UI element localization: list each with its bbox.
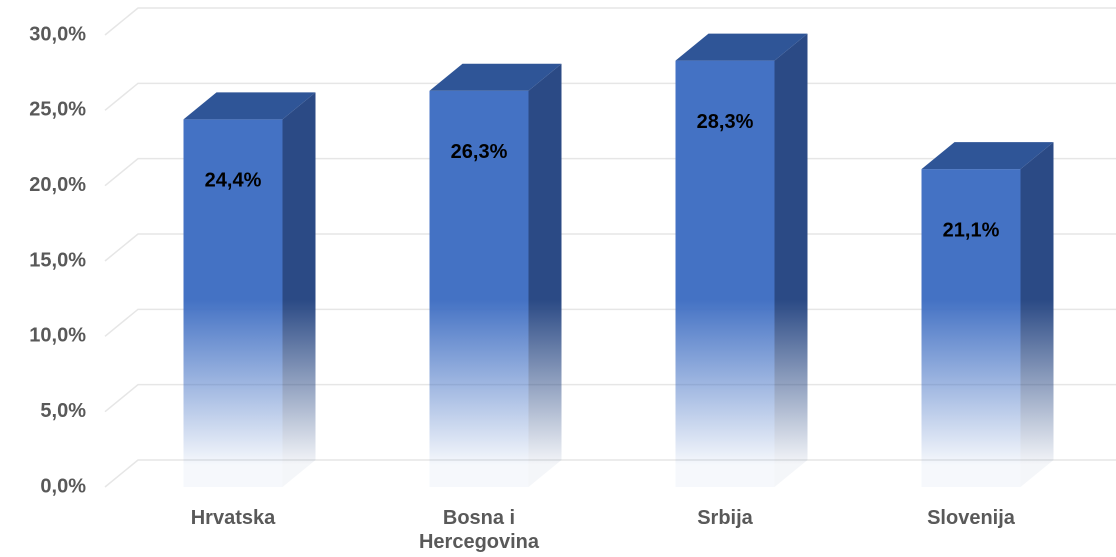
- bar: [429, 63, 562, 487]
- bar-side: [1020, 142, 1054, 488]
- bar-top: [429, 63, 562, 91]
- y-tick-label: 30,0%: [29, 23, 86, 45]
- bar-top: [675, 33, 808, 61]
- bar: [675, 33, 808, 487]
- bar-front: [183, 119, 283, 487]
- x-tick-label: Srbija: [697, 507, 753, 529]
- data-label: 21,1%: [943, 219, 1000, 241]
- bar-side: [774, 33, 808, 487]
- bar: [921, 142, 1054, 488]
- y-tick-label: 0,0%: [40, 475, 86, 497]
- y-tick-label: 20,0%: [29, 174, 86, 196]
- bar-side: [282, 92, 316, 487]
- bar: [183, 92, 316, 487]
- y-tick-label: 25,0%: [29, 99, 86, 121]
- bar-top: [921, 142, 1054, 170]
- data-label: 26,3%: [451, 141, 508, 163]
- y-tick-label: 15,0%: [29, 249, 86, 271]
- x-tick-label: Hrvatska: [190, 507, 276, 529]
- data-label: 24,4%: [205, 170, 262, 192]
- x-tick-label: Bosna i Hercegovina: [418, 507, 540, 553]
- y-tick-label: 5,0%: [40, 400, 86, 422]
- x-tick-label: Slovenija: [927, 507, 1015, 529]
- bar-front: [921, 169, 1021, 488]
- grid-line: [104, 7, 1116, 36]
- y-tick-label: 10,0%: [29, 325, 86, 347]
- bar-front: [429, 90, 529, 487]
- bar-side: [528, 63, 562, 487]
- bar-top: [183, 92, 316, 120]
- data-label: 28,3%: [697, 111, 754, 133]
- bar-front: [675, 60, 775, 487]
